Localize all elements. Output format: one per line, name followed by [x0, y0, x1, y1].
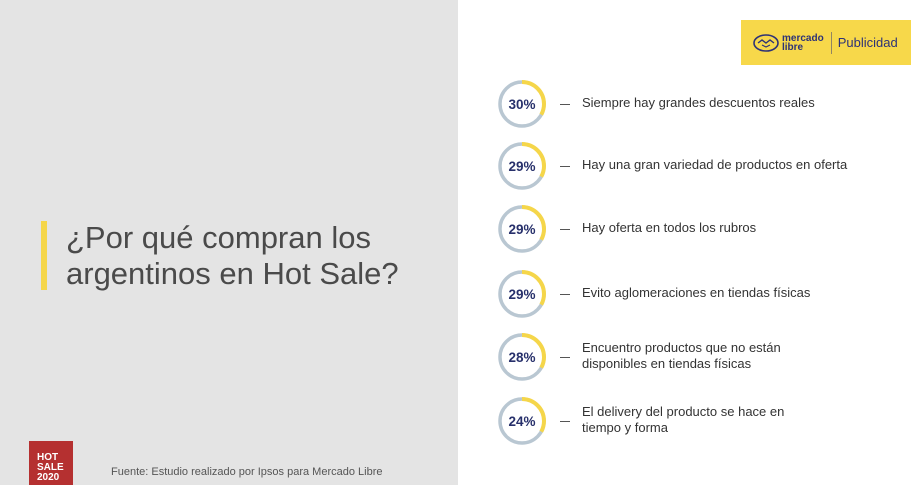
- slide-title: ¿Por qué compran los argentinos en Hot S…: [66, 220, 399, 291]
- logo-text-line2: libre: [782, 41, 804, 53]
- reason-text-line: disponibles en tiendas físicas: [582, 356, 752, 371]
- reason-text: Encuentro productos que no están disponib…: [582, 340, 892, 372]
- donut-marker: 29%: [498, 205, 546, 253]
- percentage-label: 29%: [508, 159, 535, 174]
- donut-highlight-arc: [498, 270, 546, 318]
- sponsor-box: mercado libre Publicidad: [741, 20, 911, 65]
- connector-tick: [560, 104, 570, 105]
- donut-highlight-arc: [498, 397, 546, 445]
- reason-text-line: El delivery del producto se hace en: [582, 404, 785, 419]
- reason-text: Siempre hay grandes descuentos reales: [582, 95, 892, 111]
- reason-text: Hay oferta en todos los rubros: [582, 220, 892, 236]
- hot-sale-logo-line3: 2020: [37, 472, 60, 483]
- hot-sale-logo-line2: SALE: [37, 462, 64, 473]
- percentage-label: 24%: [508, 414, 535, 429]
- connector-tick: [560, 421, 570, 422]
- mercado-libre-logo: mercado libre: [753, 32, 824, 53]
- donut-highlight-arc: [498, 142, 546, 190]
- connector-tick: [560, 166, 570, 167]
- percentage-label: 30%: [508, 97, 535, 112]
- reason-text: Evito aglomeraciones en tiendas físicas: [582, 285, 892, 301]
- reason-text-line: Siempre hay grandes descuentos reales: [582, 95, 815, 110]
- left-panel: [0, 0, 458, 485]
- donut-highlight-arc: [498, 80, 546, 128]
- reason-text-line: Evito aglomeraciones en tiendas físicas: [582, 285, 811, 300]
- percentage-label: 29%: [508, 287, 535, 302]
- advertising-label: Publicidad: [837, 35, 898, 50]
- donut-marker: 29%: [498, 270, 546, 318]
- donut-marker: 28%: [498, 333, 546, 381]
- percentage-label: 28%: [508, 350, 535, 365]
- title-accent-bar: [41, 221, 47, 290]
- donut-marker: 29%: [498, 142, 546, 190]
- source-note: Fuente: Estudio realizado por Ipsos para…: [111, 466, 383, 478]
- reason-text-line: Encuentro productos que no están: [582, 340, 781, 355]
- connector-tick: [560, 357, 570, 358]
- donut-marker: 30%: [498, 80, 546, 128]
- connector-tick: [560, 294, 570, 295]
- hot-sale-logo-line1: HOT: [37, 452, 59, 463]
- donut-highlight-arc: [498, 333, 546, 381]
- connector-tick: [560, 229, 570, 230]
- donut-marker: 24%: [498, 397, 546, 445]
- donut-highlight-arc: [498, 205, 546, 253]
- reason-text: El delivery del producto se hace en tiemp…: [582, 404, 892, 436]
- reason-text-line: Hay una gran variedad de productos en of…: [582, 157, 848, 172]
- percentage-label: 29%: [508, 222, 535, 237]
- logo-text-line1: mercado: [782, 32, 824, 44]
- sponsor-divider: [830, 31, 832, 54]
- reason-text-line: Hay oferta en todos los rubros: [582, 220, 757, 235]
- handshake-icon: [753, 33, 779, 52]
- reason-text: Hay una gran variedad de productos en of…: [582, 157, 892, 173]
- hot-sale-logo: HOT SALE 2020: [29, 441, 73, 485]
- reason-text-line: tiempo y forma: [582, 420, 668, 435]
